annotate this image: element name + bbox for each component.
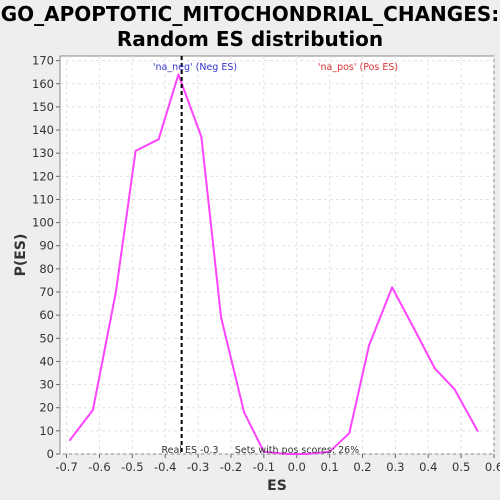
data-point xyxy=(453,388,456,391)
x-tick-label: 0.4 xyxy=(419,460,437,474)
x-tick-label: -0.4 xyxy=(154,460,176,474)
y-tick-label: 120 xyxy=(32,169,54,183)
data-point xyxy=(243,411,246,414)
real-es-annotation: Real ES -0.3 xyxy=(161,445,218,456)
y-tick-label: 160 xyxy=(32,77,54,91)
y-tick-label: 170 xyxy=(32,54,54,68)
data-point xyxy=(433,367,436,370)
data-point xyxy=(91,409,94,412)
y-tick-label: 150 xyxy=(32,100,54,114)
data-point xyxy=(368,344,371,347)
data-point xyxy=(68,439,71,442)
y-tick-label: 110 xyxy=(32,192,54,206)
series-line xyxy=(69,73,479,455)
y-tick-label: 50 xyxy=(39,331,54,345)
y-tick-label: 90 xyxy=(39,239,54,253)
grid-layer xyxy=(60,56,495,455)
x-tick-label: 0.3 xyxy=(386,460,404,474)
y-tick-label: 10 xyxy=(39,424,54,438)
x-tick-label: -0.7 xyxy=(55,460,77,474)
data-point xyxy=(157,138,160,141)
x-axis-label: ES xyxy=(267,478,287,494)
x-tick-label: -0.6 xyxy=(88,460,110,474)
pos-es-annotation: 'na_pos' (Pos ES) xyxy=(318,62,398,73)
y-tick-label: 140 xyxy=(32,123,54,137)
x-tick-label: 0.1 xyxy=(320,460,338,474)
series-layer xyxy=(68,73,479,455)
neg-es-annotation: 'na_neg' (Neg ES) xyxy=(153,62,237,73)
y-tick-label: 0 xyxy=(47,447,54,461)
y-tick-label: 100 xyxy=(32,216,54,230)
chart-title-line2: Random ES distribution xyxy=(117,27,383,51)
pos-scores-annotation: Sets with pos scores: 26% xyxy=(235,445,359,456)
data-point xyxy=(220,316,223,319)
plot-area xyxy=(59,55,495,455)
x-tick-label: 0.5 xyxy=(452,460,470,474)
y-tick-label: 60 xyxy=(39,308,54,322)
data-point xyxy=(391,286,394,289)
data-point xyxy=(134,149,137,152)
data-point xyxy=(262,450,265,453)
data-point xyxy=(285,453,288,455)
chart-title-line1: GO_APOPTOTIC_MITOCHONDRIAL_CHANGES: xyxy=(1,2,500,26)
y-axis-ticks: 0 10 20 30 40 50 60 70 80 90 100 110 120 130 140 150 160… xyxy=(32,54,60,461)
x-tick-label: 0.2 xyxy=(353,460,371,474)
x-tick-label: 0.0 xyxy=(288,460,306,474)
data-point xyxy=(305,453,308,455)
x-tick-label: -0.3 xyxy=(187,460,209,474)
x-tick-label: 0.6 xyxy=(485,460,500,474)
x-tick-label: -0.5 xyxy=(121,460,143,474)
data-point xyxy=(476,429,479,432)
x-tick-label: -0.1 xyxy=(253,460,275,474)
x-axis-ticks: -0.7 -0.6 -0.5 -0.4 -0.3 -0.2 -0.1 0.0 0.1 0.2 0.3… xyxy=(55,454,500,474)
x-tick-label: -0.2 xyxy=(220,460,242,474)
y-tick-label: 80 xyxy=(39,262,54,276)
data-point xyxy=(410,323,413,326)
y-tick-label: 70 xyxy=(39,285,54,299)
data-point xyxy=(114,291,117,294)
data-point xyxy=(328,450,331,453)
y-tick-label: 40 xyxy=(39,354,54,368)
y-tick-label: 30 xyxy=(39,378,54,392)
y-axis-label: P(ES) xyxy=(13,234,29,277)
y-tick-label: 20 xyxy=(39,401,54,415)
data-point xyxy=(348,432,351,435)
data-point xyxy=(200,135,203,138)
y-tick-label: 130 xyxy=(32,146,54,160)
data-point xyxy=(177,73,180,76)
